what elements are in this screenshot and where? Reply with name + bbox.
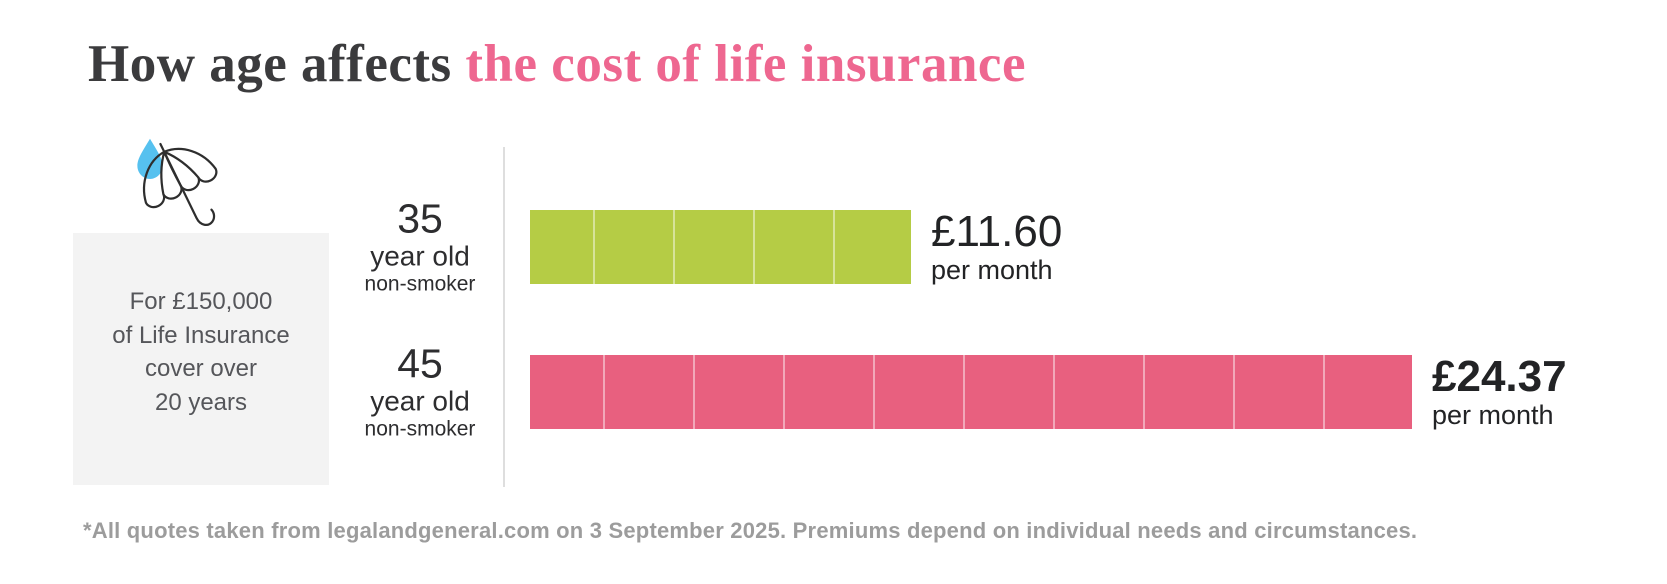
page-title-highlight: the cost of life insurance: [465, 35, 1026, 93]
raindrop-icon: [137, 138, 163, 180]
bar-track-35: £11.60 per month: [530, 201, 1062, 293]
umbrella-rain-icon: [137, 138, 218, 226]
umbrella-handle: [163, 150, 216, 226]
category-label-45: 45 year old non-smoker: [340, 342, 500, 443]
scenario-line: cover over: [144, 355, 258, 382]
umbrella-rib: [163, 150, 200, 179]
scenario-card-text: For £150,000 of Life Insurance cover ove…: [73, 285, 329, 419]
bar-track-45: £24.37 per month: [530, 348, 1567, 436]
scenario-line: For £150,000: [129, 288, 273, 315]
value-per-month: per month: [931, 255, 1053, 285]
smoker-status: non-smoker: [364, 417, 476, 441]
smoker-status: non-smoker: [364, 272, 476, 296]
page-title: How age affects the cost of life insuran…: [88, 34, 1026, 95]
age-value: 35: [397, 195, 443, 242]
page-title-dark: How age affects: [88, 35, 466, 93]
chart-row-35: 35 year old non-smoker £11.60 per month: [0, 197, 1667, 296]
value-per-month: per month: [1432, 400, 1554, 430]
category-label-35: 35 year old non-smoker: [340, 197, 500, 298]
vertical-divider: [503, 147, 505, 487]
age-suffix: year old: [370, 240, 470, 272]
age-value: 45: [397, 340, 443, 387]
value-block-35: £11.60 per month: [931, 207, 1063, 286]
scenario-line: of Life Insurance: [112, 321, 290, 349]
value-amount: £11.60: [931, 207, 1063, 256]
bar-35: [530, 210, 911, 284]
umbrella-rib: [160, 150, 166, 196]
bar-45: [530, 355, 1412, 429]
chart-row-45: 45 year old non-smoker £24.37 per month: [0, 342, 1667, 441]
footnote: *All quotes taken from legalandgeneral.c…: [83, 518, 1418, 543]
value-block-45: £24.37 per month: [1432, 352, 1567, 431]
age-suffix: year old: [370, 385, 470, 417]
value-amount: £24.37: [1432, 352, 1567, 401]
scenario-line: 20 years: [154, 388, 248, 416]
scenario-card: For £150,000 of Life Insurance cover ove…: [73, 233, 329, 485]
umbrella-ferrule: [159, 142, 166, 153]
